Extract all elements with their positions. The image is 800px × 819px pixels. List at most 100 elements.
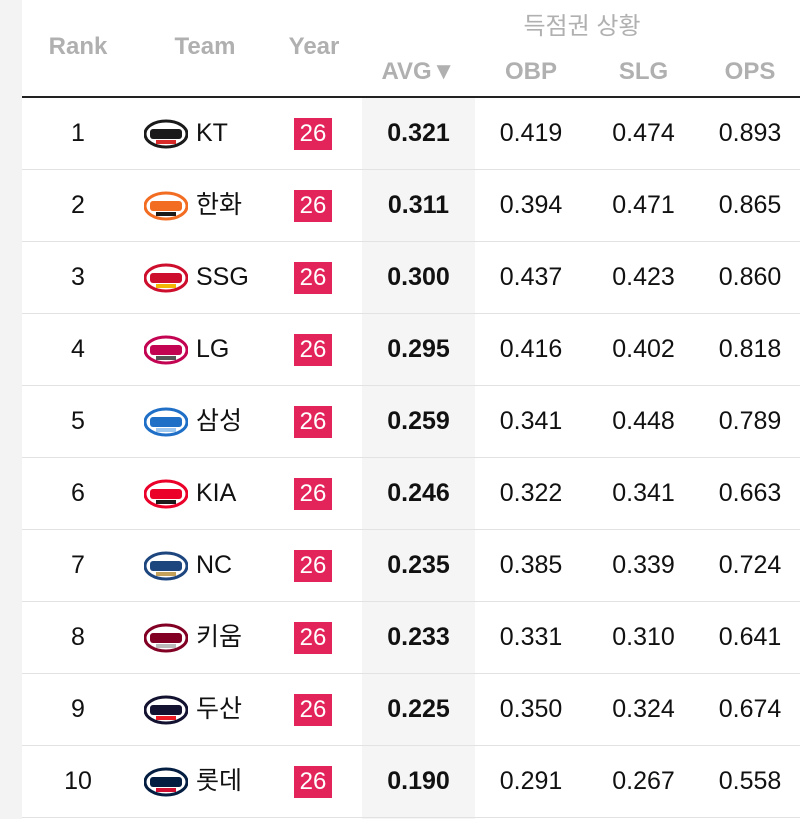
slg-cell: 0.324 (612, 695, 675, 723)
table-body: 1 KT 26 0.321 0.419 0.474 0.893 2 한화 26 0.311 0.394… (22, 98, 800, 818)
ops-cell: 0.860 (718, 263, 782, 291)
obp-cell: 0.350 (499, 695, 563, 723)
table-row[interactable]: 10 롯데 26 0.190 0.291 0.267 0.558 (22, 746, 800, 818)
slg-cell: 0.339 (612, 551, 675, 579)
slg-cell: 0.267 (612, 767, 675, 795)
rank-cell: 8 (71, 623, 85, 651)
ops-cell: 0.558 (718, 767, 782, 795)
year-header[interactable]: Year (288, 33, 340, 60)
avg-cell: 0.295 (387, 335, 450, 363)
team-header[interactable]: Team (174, 33, 236, 60)
year-badge: 26 (294, 118, 332, 150)
rank-cell: 4 (71, 335, 85, 363)
rank-cell: 5 (71, 407, 85, 435)
table-row[interactable]: 2 한화 26 0.311 0.394 0.471 0.865 (22, 170, 800, 242)
slg-cell: 0.448 (612, 407, 675, 435)
kt-wiz-logo (144, 112, 188, 156)
rank-cell: 10 (64, 767, 92, 795)
slg-cell: 0.474 (612, 119, 675, 147)
table-row[interactable]: 3 SSG 26 0.300 0.437 0.423 0.860 (22, 242, 800, 314)
ops-cell: 0.663 (718, 479, 782, 507)
rank-header[interactable]: Rank (48, 33, 108, 60)
slg-cell: 0.471 (612, 191, 675, 219)
team-name[interactable]: KT (196, 119, 228, 147)
obp-cell: 0.416 (499, 335, 563, 363)
year-badge: 26 (294, 766, 332, 798)
obp-cell: 0.322 (499, 479, 563, 507)
table-row[interactable]: 7 NC 26 0.235 0.385 0.339 0.724 (22, 530, 800, 602)
rank-cell: 1 (71, 119, 85, 147)
obp-cell: 0.385 (499, 551, 563, 579)
avg-cell: 0.235 (387, 551, 450, 579)
slg-cell: 0.402 (612, 335, 675, 363)
sorted-column-highlight (362, 98, 475, 819)
obp-cell: 0.341 (499, 407, 563, 435)
year-badge: 26 (294, 550, 332, 582)
team-name[interactable]: 롯데 (196, 767, 243, 795)
team-name[interactable]: KIA (196, 479, 237, 507)
avg-cell: 0.259 (387, 407, 450, 435)
team-name[interactable]: LG (196, 335, 230, 363)
slg-cell: 0.341 (612, 479, 675, 507)
avg-cell: 0.225 (387, 695, 450, 723)
obp-cell: 0.437 (499, 263, 563, 291)
ops-cell: 0.724 (718, 551, 782, 579)
rank-cell: 3 (71, 263, 85, 291)
year-badge: 26 (294, 478, 332, 510)
scoring-position-group-header: 득점권 상황 (523, 13, 641, 40)
obp-header[interactable]: OBP (504, 58, 557, 85)
table-row[interactable]: 6 KIA 26 0.246 0.322 0.341 0.663 (22, 458, 800, 530)
left-rail (0, 0, 22, 819)
avg-header-sorted[interactable]: AVG▼ (381, 58, 456, 85)
tigers-logo (144, 472, 188, 516)
ops-cell: 0.789 (718, 407, 782, 435)
table-row[interactable]: 1 KT 26 0.321 0.419 0.474 0.893 (22, 98, 800, 170)
team-name[interactable]: 두산 (196, 695, 243, 723)
landers-logo (144, 256, 188, 300)
year-badge: 26 (294, 622, 332, 654)
avg-cell: 0.233 (387, 623, 450, 651)
team-name[interactable]: NC (196, 551, 233, 579)
ops-header[interactable]: OPS (724, 58, 776, 85)
table-row[interactable]: 4 LG 26 0.295 0.416 0.402 0.818 (22, 314, 800, 386)
ops-cell: 0.818 (718, 335, 782, 363)
giants-logo (144, 760, 188, 804)
team-name[interactable]: SSG (196, 263, 249, 291)
slg-header[interactable]: SLG (618, 58, 669, 85)
avg-cell: 0.311 (387, 191, 450, 219)
year-badge: 26 (294, 262, 332, 294)
avg-cell: 0.321 (387, 119, 450, 147)
slg-cell: 0.423 (612, 263, 675, 291)
obp-cell: 0.394 (499, 191, 563, 219)
kiwoom-logo (144, 616, 188, 660)
lg-twins-logo (144, 328, 188, 372)
bears-logo (144, 688, 188, 732)
rank-cell: 7 (71, 551, 85, 579)
table-row[interactable]: 5 삼성 26 0.259 0.341 0.448 0.789 (22, 386, 800, 458)
ops-cell: 0.865 (718, 191, 782, 219)
ops-cell: 0.674 (718, 695, 782, 723)
obp-cell: 0.331 (499, 623, 563, 651)
eagles-logo (144, 184, 188, 228)
avg-cell: 0.246 (387, 479, 450, 507)
year-badge: 26 (294, 406, 332, 438)
ops-cell: 0.893 (718, 119, 782, 147)
obp-cell: 0.291 (499, 767, 563, 795)
year-badge: 26 (294, 190, 332, 222)
table-row[interactable]: 8 키움 26 0.233 0.331 0.310 0.641 (22, 602, 800, 674)
lions-logo (144, 400, 188, 444)
year-badge: 26 (294, 694, 332, 726)
rank-cell: 6 (71, 479, 85, 507)
ops-cell: 0.641 (718, 623, 782, 651)
rank-cell: 9 (71, 695, 85, 723)
avg-cell: 0.190 (387, 767, 450, 795)
avg-cell: 0.300 (387, 263, 450, 291)
table-row[interactable]: 9 두산 26 0.225 0.350 0.324 0.674 (22, 674, 800, 746)
team-name[interactable]: 삼성 (196, 407, 243, 435)
team-name[interactable]: 한화 (196, 191, 243, 219)
rank-cell: 2 (71, 191, 85, 219)
header-divider (22, 96, 800, 98)
dinos-logo (144, 544, 188, 588)
team-name[interactable]: 키움 (196, 623, 243, 651)
obp-cell: 0.419 (499, 119, 563, 147)
